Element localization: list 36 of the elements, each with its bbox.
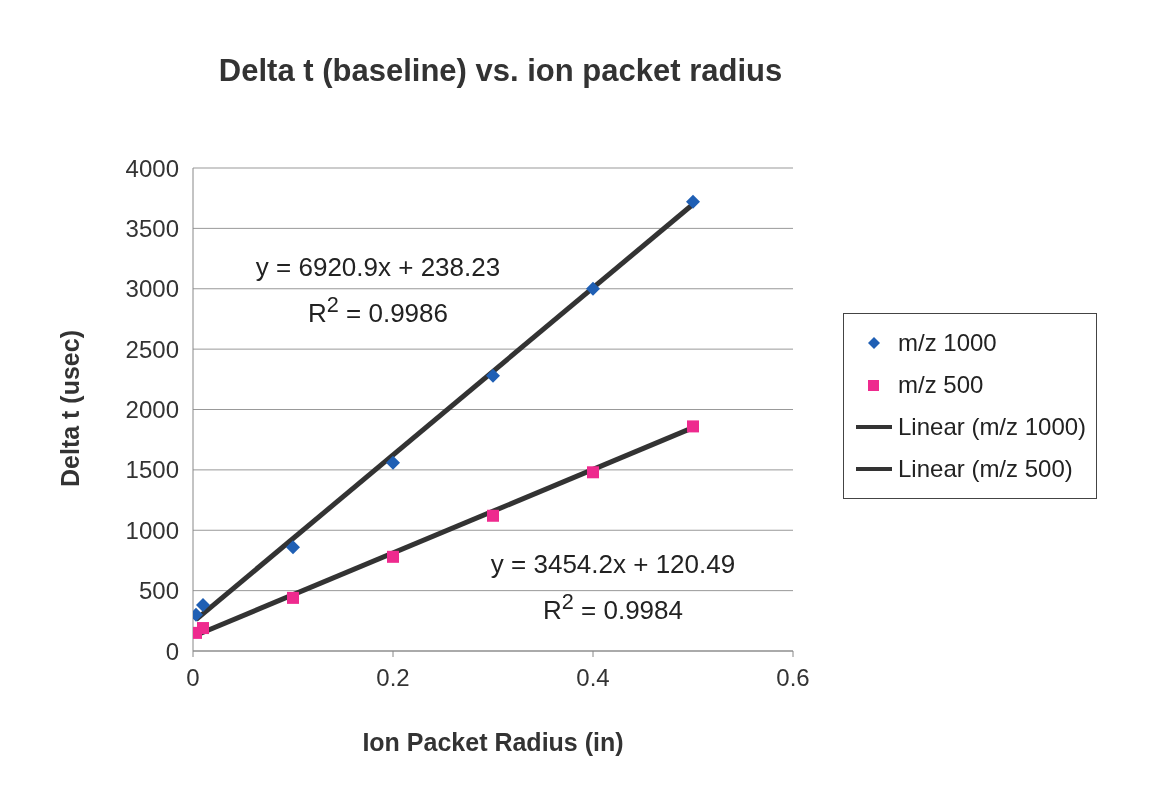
point [286, 540, 300, 555]
annotation: y = 3454.2x + 120.49 [489, 549, 737, 580]
annotation: R$^{2}$ = 0.9986 [307, 292, 449, 329]
x-tick-label: 0.6 [776, 664, 810, 692]
point [687, 420, 699, 433]
x-axis-title: Ion Packet Radius (in) [361, 728, 625, 757]
y-tick-label: 1500 [125, 456, 179, 484]
point [386, 455, 400, 470]
x-tick-label: 0.2 [376, 664, 410, 692]
point [486, 368, 500, 383]
y-tick-label: 500 [138, 577, 179, 605]
point [586, 281, 600, 296]
point [287, 591, 299, 604]
chart-title: Delta t (baseline) vs. ion packet radius [217, 53, 784, 89]
point [197, 622, 209, 635]
annotation: R$^{2}$ = 0.9984 [542, 589, 684, 626]
y-tick-label: 1000 [125, 516, 179, 544]
y-tick-label: 0 [165, 637, 179, 665]
y-tick-label: 2000 [125, 396, 179, 424]
x-tick-label: 0 [186, 664, 200, 692]
point [387, 550, 399, 563]
y-tick-label: 4000 [125, 154, 179, 182]
y-tick-label: 3500 [125, 214, 179, 242]
point [587, 466, 599, 479]
legend-label: Linear (m/z 500) [898, 455, 1073, 483]
x-tick-label: 0.4 [576, 664, 610, 692]
point [196, 598, 210, 613]
y-tick-label: 2500 [125, 335, 179, 363]
point [487, 509, 499, 522]
annotation: y = 6920.9x + 238.23 [254, 252, 502, 283]
y-tick-label: 3000 [125, 275, 179, 303]
legend-label: Linear (m/z 1000) [898, 413, 1087, 441]
y-axis-title: Delta t (usec) [55, 328, 85, 489]
point [686, 194, 700, 209]
legend-label: m/z 1000 [898, 329, 997, 357]
legend-label: m/z 500 [898, 371, 984, 399]
